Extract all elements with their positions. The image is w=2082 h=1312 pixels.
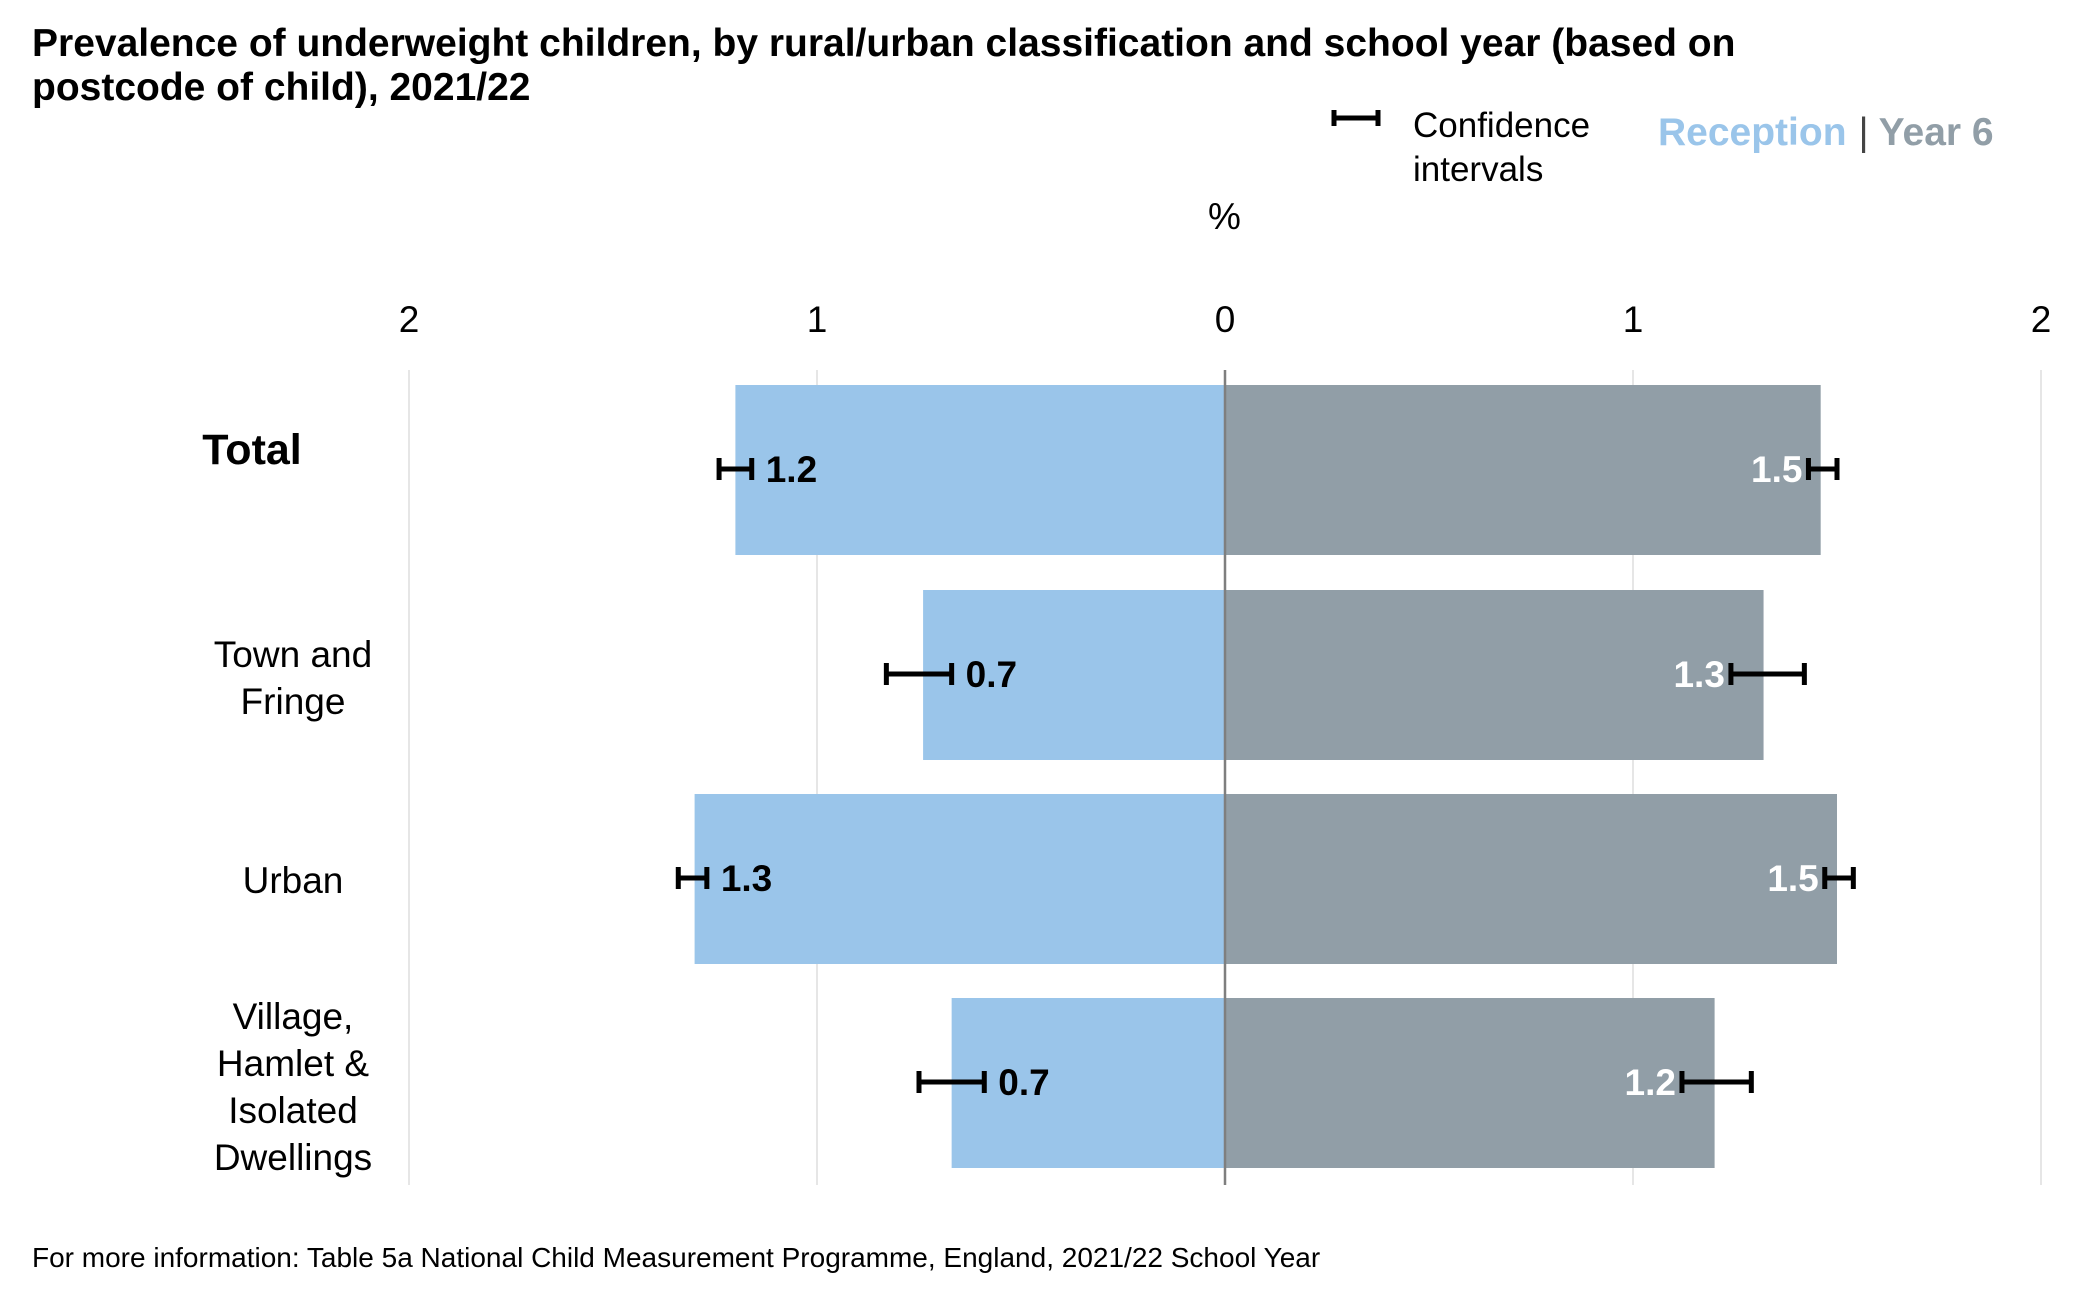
- data-label-reception: 0.7: [998, 1062, 1049, 1103]
- bar-year6: [1225, 794, 1837, 964]
- error-bar-year6: [1822, 867, 1856, 889]
- category-label: Total: [202, 425, 302, 474]
- error-bar-reception: [716, 458, 755, 480]
- data-label-reception: 1.3: [721, 858, 772, 899]
- category-label: Urban: [242, 859, 344, 901]
- bar-reception: [951, 998, 1225, 1168]
- source-footnote: For more information: Table 5a National …: [32, 1242, 1321, 1273]
- legend-separator: |: [1858, 111, 1869, 154]
- error-bar-year6: [1728, 663, 1807, 685]
- data-label-year6: 1.3: [1673, 654, 1724, 695]
- bar-year6: [1225, 998, 1715, 1168]
- error-bar-reception: [675, 867, 710, 889]
- error-bar-year6: [1679, 1071, 1754, 1093]
- error-bar-reception: [883, 663, 955, 685]
- bar-year6: [1225, 590, 1764, 760]
- error-bar-reception: [916, 1071, 987, 1093]
- x-tick-label: 2: [399, 299, 420, 340]
- category-label: Town and Fringe: [213, 634, 373, 722]
- x-tick-label: 2: [2031, 299, 2052, 340]
- data-label-reception: 0.7: [966, 654, 1017, 695]
- legend-reception: Reception: [1658, 111, 1847, 154]
- x-tick-label: 1: [1623, 299, 1644, 340]
- confidence-interval-legend-icon: [1331, 110, 1381, 126]
- x-tick-label: 1: [807, 299, 828, 340]
- x-axis-unit-label: %: [1208, 196, 1241, 237]
- category-label: Village, Hamlet & Isolated Dwellings: [213, 996, 373, 1178]
- data-label-reception: 1.2: [766, 449, 817, 490]
- chart-title: Prevalence of underweight children, by r…: [32, 22, 1736, 109]
- error-bar-year6: [1805, 458, 1840, 480]
- series-legend: Reception | Year 6: [1658, 110, 1994, 156]
- x-tick-label: 0: [1215, 299, 1236, 340]
- bar-reception: [694, 794, 1225, 964]
- data-label-year6: 1.5: [1751, 449, 1802, 490]
- data-label-year6: 1.5: [1767, 858, 1818, 899]
- legend-year6: Year 6: [1878, 111, 1994, 154]
- data-label-year6: 1.2: [1625, 1062, 1676, 1103]
- bar-year6: [1225, 385, 1821, 555]
- bar-reception: [923, 590, 1225, 760]
- confidence-interval-legend-label: Confidence intervals: [1413, 106, 1591, 189]
- bar-reception: [735, 385, 1225, 555]
